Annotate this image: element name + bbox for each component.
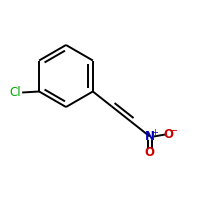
Text: +: + [151, 128, 158, 137]
Text: −: − [170, 126, 178, 136]
Text: N: N [145, 130, 155, 143]
Text: O: O [145, 146, 155, 159]
Text: Cl: Cl [10, 86, 21, 99]
Text: O: O [164, 128, 174, 141]
